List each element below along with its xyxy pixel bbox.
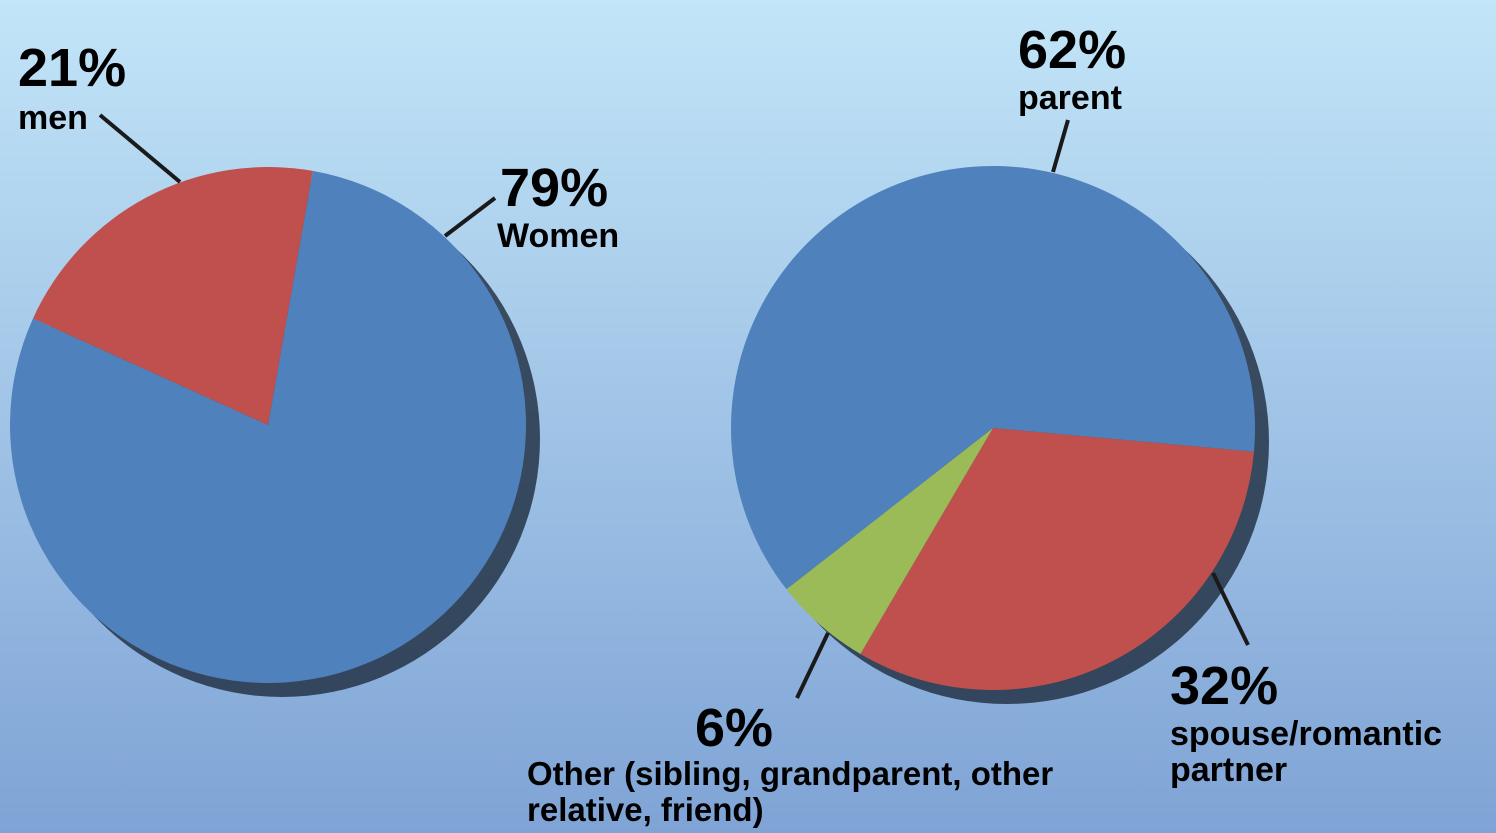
pie-slice [730, 165, 1255, 590]
leader-line [98, 113, 182, 184]
value-label: 62% [1018, 20, 1127, 80]
value-label: 32% [1170, 656, 1279, 716]
category-label: men [18, 99, 88, 137]
pie-slice [786, 428, 993, 654]
leader-line [795, 632, 830, 699]
value-label: 21% [18, 38, 127, 98]
leader-line [1051, 119, 1070, 173]
value-label: 6% [695, 698, 774, 758]
category-label: Women [497, 217, 620, 255]
pie-left [10, 167, 527, 683]
leader-line [443, 196, 497, 238]
pie-slice [10, 170, 527, 683]
category-label: parent [1018, 79, 1122, 117]
pie-slice [860, 428, 1254, 691]
leader-line [1211, 572, 1250, 646]
pie-right [730, 165, 1255, 691]
value-label: 79% [500, 158, 609, 218]
pie-slice [33, 167, 313, 426]
category-label: spouse/romantic partner [1170, 715, 1443, 789]
category-label: Other (sibling, grandparent, other relat… [527, 755, 1054, 828]
